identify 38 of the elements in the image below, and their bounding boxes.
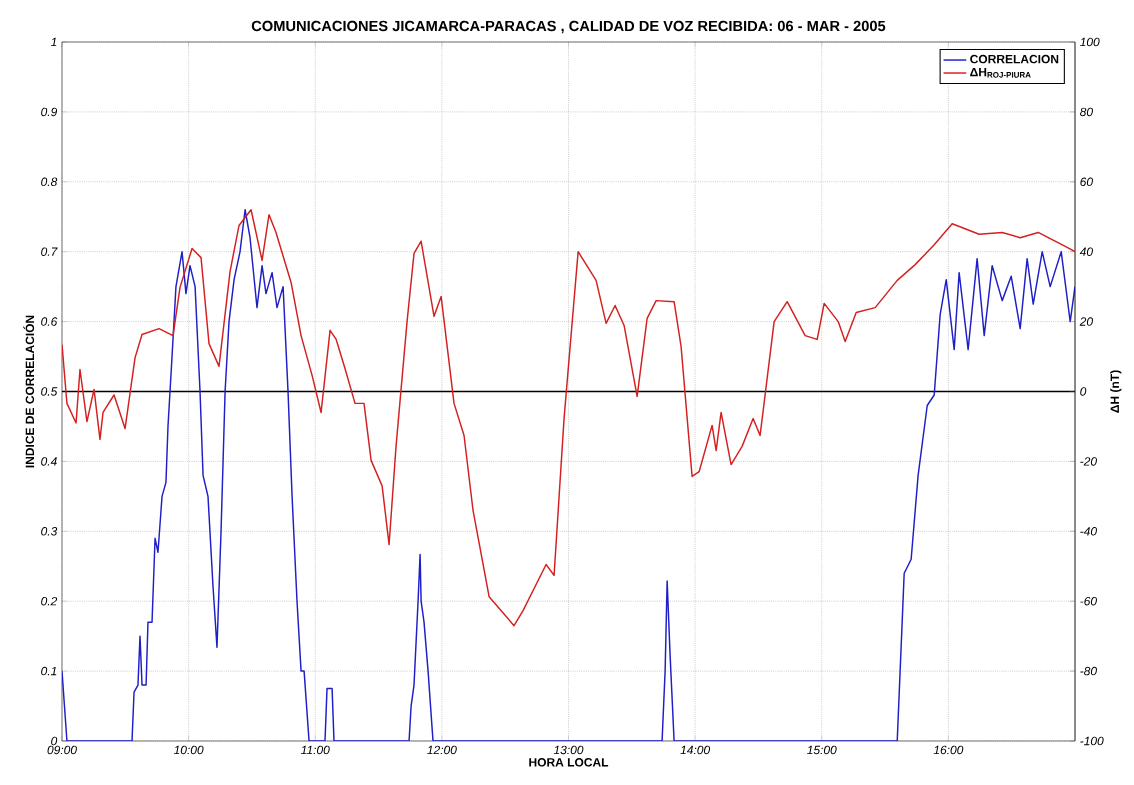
y-tick-label: 0.4: [41, 457, 57, 466]
y-tick-label: 0.7: [41, 247, 58, 256]
y2-tick-label: -80: [1080, 666, 1097, 676]
y2-axis-title: ΔH (nT): [1110, 370, 1122, 413]
y-tick-label: 0.8: [41, 177, 58, 187]
line-series: [62, 209, 1075, 741]
y-axis-title: INDICE DE CORRELACIÓN: [23, 315, 35, 468]
y-tick-label: 0: [51, 736, 58, 746]
x-tick-label: 13:00: [553, 745, 584, 755]
x-tick-label: 09:00: [47, 745, 77, 755]
line-series: [62, 209, 1075, 627]
x-tick-label: 10:00: [173, 745, 204, 755]
y2-tick-label: 100: [1080, 37, 1100, 47]
y2-tick-label: -100: [1080, 736, 1104, 746]
x-tick-label: 11:00: [301, 745, 330, 755]
y-tick-label: 0.6: [41, 317, 58, 326]
y-tick-label: 0.1: [41, 666, 57, 676]
x-tick-label: 16:00: [933, 745, 964, 755]
y-tick-label: 0.3: [41, 527, 58, 536]
x-tick-label: 14:00: [680, 745, 711, 755]
legend-label: CORRELACION: [970, 54, 1059, 64]
y-tick-label: 0.5: [41, 387, 58, 396]
x-tick-label: 12:00: [427, 745, 457, 755]
y-tick-label: 1: [50, 37, 57, 47]
y2-tick-label: -20: [1080, 457, 1097, 466]
legend-label: ΔH$_{ROJ-PIURA}$: [970, 67, 1031, 78]
x-tick-label: 15:00: [807, 745, 837, 755]
y2-tick-label: 60: [1080, 177, 1093, 187]
y2-tick-label: -40: [1080, 527, 1097, 536]
y2-tick-label: 40: [1079, 247, 1093, 256]
y2-tick-label: -60: [1080, 596, 1097, 606]
y-tick-label: 0.9: [41, 107, 58, 117]
x-axis-title: HORA LOCAL: [529, 758, 609, 767]
y-tick-label: 0.2: [41, 596, 58, 606]
y2-tick-label: 0: [1080, 387, 1087, 396]
chart-title: COMUNICACIONES JICAMARCA-PARACAS , CALIDAD DE VOZ RECIBIDA: 06 - MAR - 2005: [251, 20, 886, 34]
y2-tick-label: 20: [1079, 317, 1093, 326]
y2-tick-label: 80: [1080, 107, 1093, 117]
